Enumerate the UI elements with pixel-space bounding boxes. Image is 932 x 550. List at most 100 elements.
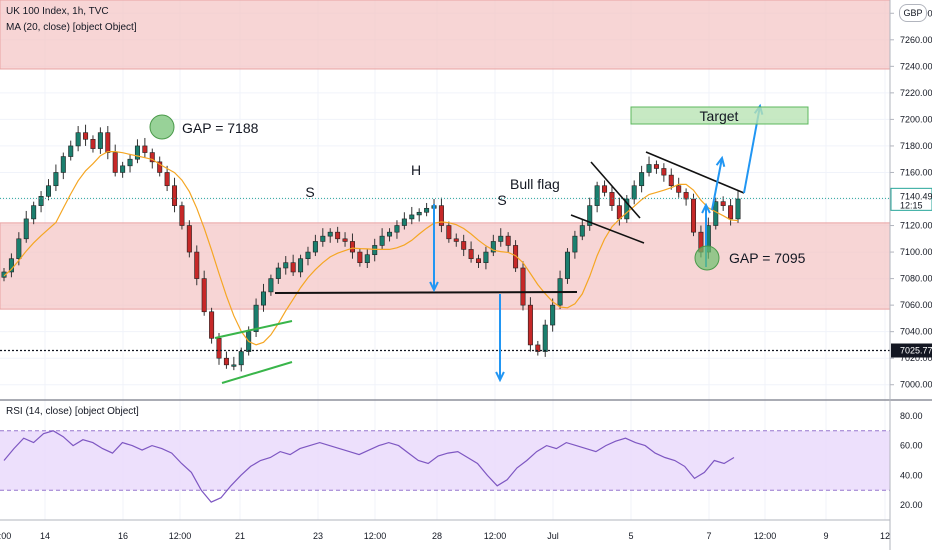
gap-high-label: GAP = 7188 xyxy=(182,120,259,136)
head-arrow-down-head xyxy=(429,281,439,293)
candle-body xyxy=(579,225,585,237)
gap-low-marker xyxy=(694,245,720,271)
upper-resistance-zone xyxy=(0,0,891,70)
time-tick-label: 5 xyxy=(628,531,633,541)
time-tick-label: 12:00 xyxy=(0,531,11,541)
candle-body xyxy=(661,168,667,176)
candle-body xyxy=(387,231,393,237)
candle-body xyxy=(468,249,474,259)
bounce-arrow-up-2 xyxy=(711,157,723,211)
candle-body xyxy=(349,241,355,253)
target-label: Target xyxy=(700,108,739,124)
price-tick-label: 7260.00 xyxy=(900,35,932,45)
candle-body xyxy=(312,241,318,253)
gap-high-marker xyxy=(149,114,175,140)
flag-upper-line xyxy=(590,161,641,219)
candle-body xyxy=(542,324,548,352)
time-tick-label: 23 xyxy=(313,531,323,541)
candle-body xyxy=(594,185,600,206)
candle-body xyxy=(572,235,578,253)
candle-body xyxy=(16,238,22,260)
time-tick-label: 21 xyxy=(235,531,245,541)
candle-body xyxy=(713,201,719,226)
candle-body xyxy=(253,304,259,332)
candle-body xyxy=(105,132,111,153)
candle-body xyxy=(283,262,289,269)
rsi-pane xyxy=(0,399,932,503)
channel-lower-line xyxy=(221,361,293,384)
neckline xyxy=(274,291,578,294)
candle-body xyxy=(372,245,378,256)
candle-body xyxy=(735,198,741,220)
candle-body xyxy=(527,304,533,346)
rsi-tick-label: 20.00 xyxy=(900,500,923,510)
candle-body xyxy=(587,205,593,226)
last-price-label: 7140.49 xyxy=(900,191,932,201)
candle-body xyxy=(513,245,519,269)
ma-legend[interactable]: MA (20, close) [object Object] xyxy=(6,22,137,33)
last-price-badge xyxy=(890,187,932,211)
candle-body xyxy=(68,145,74,157)
candle-body xyxy=(461,241,467,250)
ma-line xyxy=(3,151,739,346)
candle-body xyxy=(112,152,118,173)
pattern-head: H xyxy=(411,162,421,178)
candle-body xyxy=(23,218,29,240)
candle-body xyxy=(305,251,311,259)
candle-body xyxy=(683,192,689,200)
channel-upper-line xyxy=(214,320,293,339)
time-tick-label: 12 xyxy=(880,531,890,541)
currency-button[interactable]: GBP xyxy=(899,4,927,22)
candle-body xyxy=(194,251,200,279)
bounce-arrow-up-head xyxy=(701,202,711,214)
pattern-shoulder-right: S xyxy=(497,192,506,208)
time-tick-label: 12:00 xyxy=(484,531,507,541)
candle-body xyxy=(149,152,155,163)
moving-average-line xyxy=(3,151,739,346)
candle-body xyxy=(505,235,511,246)
price-tick-label: 7160.00 xyxy=(900,167,932,177)
bounce-arrow-up-2-head xyxy=(715,155,726,167)
reference-level-badge xyxy=(891,343,932,358)
candle-body xyxy=(38,196,44,206)
candle-body xyxy=(238,351,244,366)
candle-body xyxy=(142,145,148,153)
rsi-tick-label: 60.00 xyxy=(900,441,923,451)
rsi-line xyxy=(3,430,735,503)
rsi-legend[interactable]: RSI (14, close) [object Object] xyxy=(6,406,139,417)
candle-body xyxy=(134,145,140,160)
candle-body xyxy=(602,185,608,193)
candle-body xyxy=(223,357,229,366)
candle-body xyxy=(164,172,170,187)
candle-body xyxy=(424,207,430,213)
candle-body xyxy=(394,225,400,233)
price-tick-label: 7100.00 xyxy=(900,247,932,257)
time-tick-label: 16 xyxy=(118,531,128,541)
candle-body xyxy=(75,132,81,147)
candle-body xyxy=(83,132,89,140)
time-tick-label: 12:00 xyxy=(364,531,387,541)
rsi-band xyxy=(0,430,890,491)
candle-body xyxy=(550,304,556,326)
gap-low-label: GAP = 7095 xyxy=(729,250,806,266)
candle-body xyxy=(53,172,59,187)
time-tick-label: 7 xyxy=(706,531,711,541)
candle-body xyxy=(416,211,422,216)
candle-body xyxy=(31,205,37,220)
price-tick-label: 7040.00 xyxy=(900,327,932,337)
candle-body xyxy=(483,251,489,263)
candle-body xyxy=(290,262,296,273)
price-tick-label: 7060.00 xyxy=(900,300,932,310)
candle-body xyxy=(179,205,185,226)
price-tick-label: 7080.00 xyxy=(900,274,932,284)
price-candles xyxy=(1,124,741,372)
candle-body xyxy=(45,185,51,197)
candle-body xyxy=(327,231,333,237)
candle-body xyxy=(535,344,541,352)
candle-body xyxy=(476,258,482,263)
chart-drawings xyxy=(0,103,890,384)
time-tick-label: Jul xyxy=(547,531,559,541)
candle-body xyxy=(209,311,215,339)
